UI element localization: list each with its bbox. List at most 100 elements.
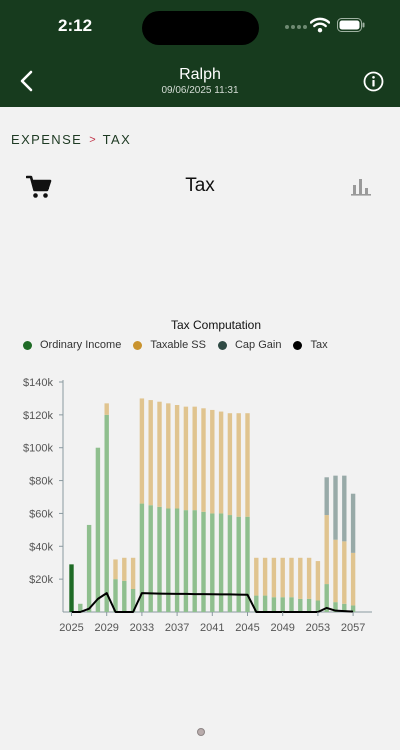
bar-taxable-ss xyxy=(262,557,268,596)
bar-taxable-ss xyxy=(315,561,321,601)
x-tick-label: 2045 xyxy=(235,622,259,634)
breadcrumb-parent[interactable]: EXPENSE xyxy=(11,132,83,147)
bar-taxable-ss xyxy=(122,557,127,581)
bar-ordinary-income xyxy=(86,524,92,612)
legend-label-taxable-ss: Taxable SS xyxy=(150,339,206,351)
bar-ordinary-income xyxy=(280,597,285,612)
bar-taxable-ss xyxy=(254,557,259,596)
x-tick-label: 2033 xyxy=(130,622,154,634)
bar-ordinary-income xyxy=(350,605,356,612)
y-tick-label: $100k xyxy=(23,443,53,455)
breadcrumb-separator: > xyxy=(89,133,96,146)
back-button[interactable] xyxy=(14,66,42,96)
chart-title: Tax Computation xyxy=(170,318,262,332)
nav-title: Ralph xyxy=(179,66,221,83)
bar-ordinary-income xyxy=(78,603,83,612)
bar-taxable-ss xyxy=(245,413,250,517)
bar-ordinary-income xyxy=(139,503,145,612)
bar-ordinary-income xyxy=(69,564,74,612)
bar-taxable-ss xyxy=(306,557,312,599)
bar-ordinary-income xyxy=(113,579,118,612)
bar-ordinary-income xyxy=(104,414,109,612)
legend-item-cap-gain[interactable]: Cap Gain xyxy=(217,339,282,351)
x-tick-label: 2037 xyxy=(165,622,189,634)
bar-taxable-ss xyxy=(113,559,118,580)
y-tick-label: $40k xyxy=(29,541,53,553)
legend-label-cap-gain: Cap Gain xyxy=(234,339,282,351)
bar-ordinary-income xyxy=(306,598,312,612)
bar-ordinary-income xyxy=(157,506,162,612)
page-title: Tax xyxy=(185,175,215,196)
x-tick-label: 2057 xyxy=(341,622,365,634)
breadcrumb: EXPENSE > TAX xyxy=(11,132,131,147)
y-tick-label: $60k xyxy=(29,508,53,520)
cellular-signal-icon xyxy=(285,25,307,29)
cart-button[interactable] xyxy=(25,175,52,204)
bar-ordinary-income xyxy=(95,447,101,612)
bar-taxable-ss xyxy=(183,406,189,511)
bar-ordinary-income xyxy=(192,510,197,612)
bar-ordinary-income xyxy=(148,505,153,612)
bar-taxable-ss xyxy=(350,552,356,606)
x-tick-label: 2025 xyxy=(59,622,83,634)
battery-icon xyxy=(337,18,365,32)
y-tick-label: $20k xyxy=(29,574,53,586)
bar-taxable-ss xyxy=(289,557,294,598)
legend-dot-tax xyxy=(293,340,303,350)
legend-item-taxable-ss[interactable]: Taxable SS xyxy=(133,339,206,351)
bar-taxable-ss xyxy=(139,398,145,504)
status-time: 2:12 xyxy=(58,16,93,35)
bar-taxable-ss xyxy=(201,408,206,512)
bar-taxable-ss xyxy=(271,557,277,598)
bar-ordinary-income xyxy=(245,516,250,612)
bar-taxable-ss xyxy=(218,411,224,514)
page-indicator-dot[interactable] xyxy=(197,728,205,736)
bar-taxable-ss xyxy=(342,541,347,604)
bar-ordinary-income xyxy=(174,508,180,612)
legend-label-ordinary-income: Ordinary Income xyxy=(40,339,122,351)
bar-taxable-ss xyxy=(104,403,109,415)
bar-taxable-ss xyxy=(227,413,233,516)
nav-subtitle: 09/06/2025 11:31 xyxy=(161,85,239,96)
legend-item-ordinary-income[interactable]: Ordinary Income xyxy=(23,339,121,351)
bar-ordinary-income xyxy=(324,584,329,612)
bar-taxable-ss xyxy=(157,401,162,507)
bar-ordinary-income xyxy=(183,510,189,612)
bar-taxable-ss xyxy=(148,400,153,506)
bar-ordinary-income xyxy=(289,597,294,612)
bar-ordinary-income xyxy=(166,508,171,612)
shopping-cart-icon xyxy=(25,175,52,198)
bar-ordinary-income xyxy=(315,600,321,612)
bar-taxable-ss xyxy=(324,515,329,585)
bar-ordinary-income xyxy=(333,602,338,612)
bar-chart-icon xyxy=(351,179,371,196)
chart-legend: Ordinary Income Taxable SS Cap Gain Tax xyxy=(23,339,340,351)
bar-cap-gain xyxy=(350,493,356,553)
x-tick-label: 2041 xyxy=(200,622,224,634)
bar-ordinary-income xyxy=(298,598,303,612)
y-tick-label: $120k xyxy=(23,410,53,422)
breadcrumb-current: TAX xyxy=(102,132,132,147)
bar-taxable-ss xyxy=(174,405,180,509)
bar-ordinary-income xyxy=(271,597,277,612)
y-tick-label: $140k xyxy=(23,377,53,389)
legend-item-tax[interactable]: Tax xyxy=(293,339,328,351)
dynamic-island xyxy=(142,11,259,45)
tax-line xyxy=(71,592,354,613)
bar-ordinary-income xyxy=(236,516,241,612)
x-tick-label: 2053 xyxy=(306,622,330,634)
bar-cap-gain xyxy=(342,475,347,542)
legend-dot-cap-gain xyxy=(217,340,227,350)
chart-toggle-button[interactable] xyxy=(351,178,371,201)
legend-dot-taxable-ss xyxy=(133,340,143,350)
bar-ordinary-income xyxy=(122,580,127,612)
info-button[interactable] xyxy=(363,71,384,97)
bar-ordinary-income xyxy=(218,513,224,612)
bar-taxable-ss xyxy=(210,409,215,514)
bar-taxable-ss xyxy=(130,557,136,589)
bar-ordinary-income xyxy=(201,511,206,612)
bar-cap-gain xyxy=(333,475,338,540)
bar-ordinary-income xyxy=(262,595,268,612)
bar-ordinary-income xyxy=(130,589,136,612)
bar-ordinary-income xyxy=(210,513,215,612)
